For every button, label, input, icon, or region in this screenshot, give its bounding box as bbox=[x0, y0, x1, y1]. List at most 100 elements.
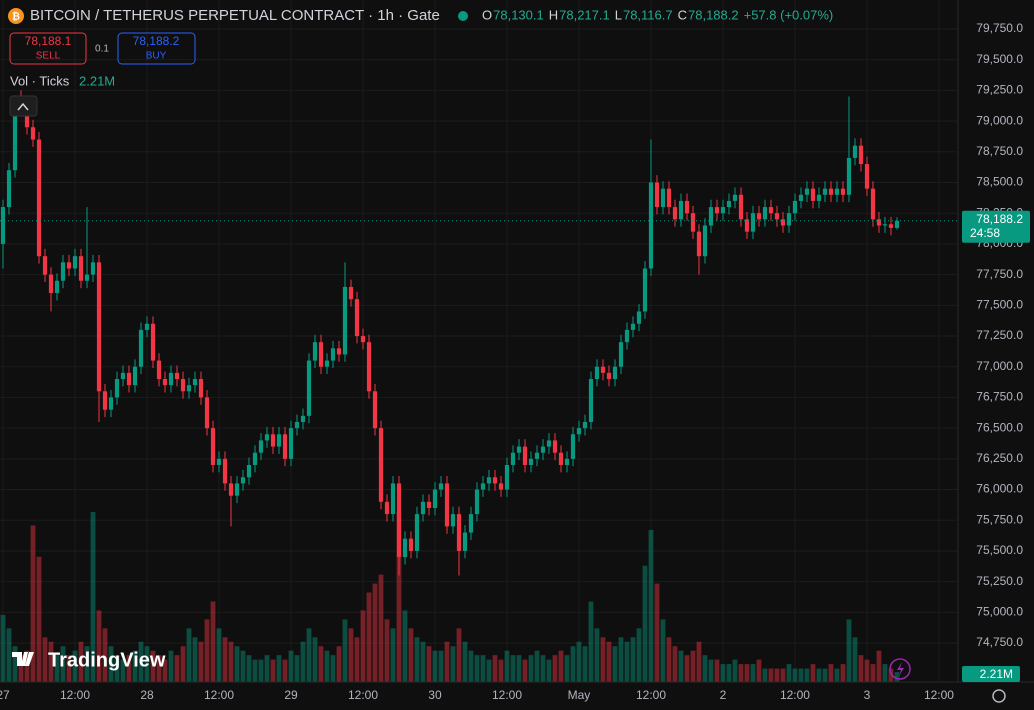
volume-bar bbox=[180, 646, 186, 682]
candle-body bbox=[348, 286, 354, 300]
candle-body bbox=[144, 323, 150, 330]
candle-body bbox=[324, 360, 330, 367]
candle-body bbox=[672, 207, 678, 220]
ohlc-value: 78,217.1 bbox=[559, 7, 610, 22]
candle-body bbox=[486, 477, 492, 484]
alert-icon[interactable] bbox=[889, 658, 911, 680]
volume-bar bbox=[684, 655, 690, 682]
candle-body bbox=[270, 434, 276, 447]
volume-bar bbox=[300, 641, 306, 682]
candle-body bbox=[780, 219, 786, 226]
volume-bar bbox=[552, 655, 558, 682]
volume-bar bbox=[336, 646, 342, 682]
volume-bar bbox=[342, 619, 348, 682]
candle-body bbox=[600, 366, 606, 373]
candle-body bbox=[594, 366, 600, 380]
coin-symbol: ₿ bbox=[12, 11, 20, 23]
candle-body bbox=[816, 194, 822, 201]
y-tick-label: 76,750.0 bbox=[976, 390, 1023, 404]
x-tick-label: 12:00 bbox=[924, 688, 954, 702]
candle-body bbox=[438, 483, 444, 490]
candle-body bbox=[60, 262, 66, 281]
volume-bar bbox=[462, 641, 468, 682]
volume-bar bbox=[888, 668, 894, 682]
sell-label: SELL bbox=[36, 51, 61, 62]
volume-bar bbox=[810, 664, 816, 682]
candle-body bbox=[606, 372, 612, 380]
volume-bar bbox=[408, 628, 414, 682]
ohlc-value: 78,116.7 bbox=[623, 7, 673, 22]
candle-body bbox=[426, 501, 432, 508]
candle-body bbox=[378, 428, 384, 502]
candle-body bbox=[84, 274, 90, 281]
candle-body bbox=[24, 108, 30, 128]
volume-bar bbox=[570, 646, 576, 682]
volume-bar bbox=[750, 664, 756, 682]
candle-body bbox=[252, 452, 258, 465]
volume-bar bbox=[768, 668, 774, 682]
volume-bar bbox=[36, 556, 42, 682]
candle-body bbox=[282, 434, 288, 459]
branding: TradingView bbox=[48, 649, 166, 671]
x-tick-label: 30 bbox=[428, 688, 442, 702]
volume-bar bbox=[726, 664, 732, 682]
volume-bar bbox=[42, 637, 48, 682]
sell-button[interactable] bbox=[9, 32, 87, 65]
volume-bar bbox=[732, 659, 738, 682]
volume-bar bbox=[522, 659, 528, 682]
volume-bar bbox=[504, 650, 510, 682]
candle-body bbox=[396, 483, 402, 558]
x-tick-label: 12:00 bbox=[492, 688, 522, 702]
volume-bar bbox=[762, 668, 768, 682]
candle-body bbox=[630, 323, 636, 330]
volume-bar bbox=[432, 650, 438, 682]
volume-bar bbox=[270, 659, 276, 682]
volume-bar bbox=[660, 619, 666, 682]
settings-icon[interactable] bbox=[992, 689, 1006, 703]
x-tick-label: 28 bbox=[140, 688, 154, 702]
volume-bar bbox=[30, 525, 36, 682]
volume-bar bbox=[48, 641, 54, 682]
volume-bar bbox=[6, 628, 12, 682]
candle-body bbox=[390, 483, 396, 515]
market-status[interactable] bbox=[458, 11, 468, 21]
candle-body bbox=[162, 379, 168, 386]
volume-bar bbox=[252, 659, 258, 682]
y-tick-label: 76,000.0 bbox=[976, 482, 1023, 496]
candle-body bbox=[894, 220, 900, 228]
y-tick-label: 78,500.0 bbox=[976, 175, 1023, 189]
tv-logo bbox=[12, 652, 34, 666]
volume-bar bbox=[624, 641, 630, 682]
volume-bar bbox=[18, 655, 24, 682]
volume-bar bbox=[54, 655, 60, 682]
volume-bar bbox=[822, 668, 828, 682]
candle-body bbox=[582, 421, 588, 429]
candle-body bbox=[222, 458, 228, 484]
volume-bar bbox=[84, 646, 90, 682]
chart-title: BITCOIN / TETHERUS PERPETUAL CONTRACT · … bbox=[30, 7, 440, 24]
candle-body bbox=[792, 200, 798, 214]
candle-body bbox=[42, 256, 48, 275]
collapse-button[interactable] bbox=[9, 95, 38, 117]
buy-button[interactable] bbox=[117, 32, 196, 65]
candle-body bbox=[474, 489, 480, 515]
candle-body bbox=[540, 446, 546, 453]
candle-body bbox=[306, 360, 312, 416]
volume-bar bbox=[846, 619, 852, 682]
candle-body bbox=[534, 452, 540, 459]
candle-body bbox=[744, 219, 750, 232]
volume-bar bbox=[276, 655, 282, 682]
candle-body bbox=[498, 483, 504, 490]
candle-body bbox=[858, 145, 864, 165]
volume-bar bbox=[330, 655, 336, 682]
coin-icon bbox=[8, 8, 24, 24]
volume-bar bbox=[102, 628, 108, 682]
candle-body bbox=[726, 200, 732, 208]
volume-bar bbox=[144, 646, 150, 682]
candle-body bbox=[354, 299, 360, 337]
candle-body bbox=[714, 207, 720, 214]
volume-bar bbox=[114, 655, 120, 682]
volume-bar bbox=[474, 655, 480, 682]
volume-bar bbox=[648, 529, 654, 682]
candle-body bbox=[240, 477, 246, 484]
